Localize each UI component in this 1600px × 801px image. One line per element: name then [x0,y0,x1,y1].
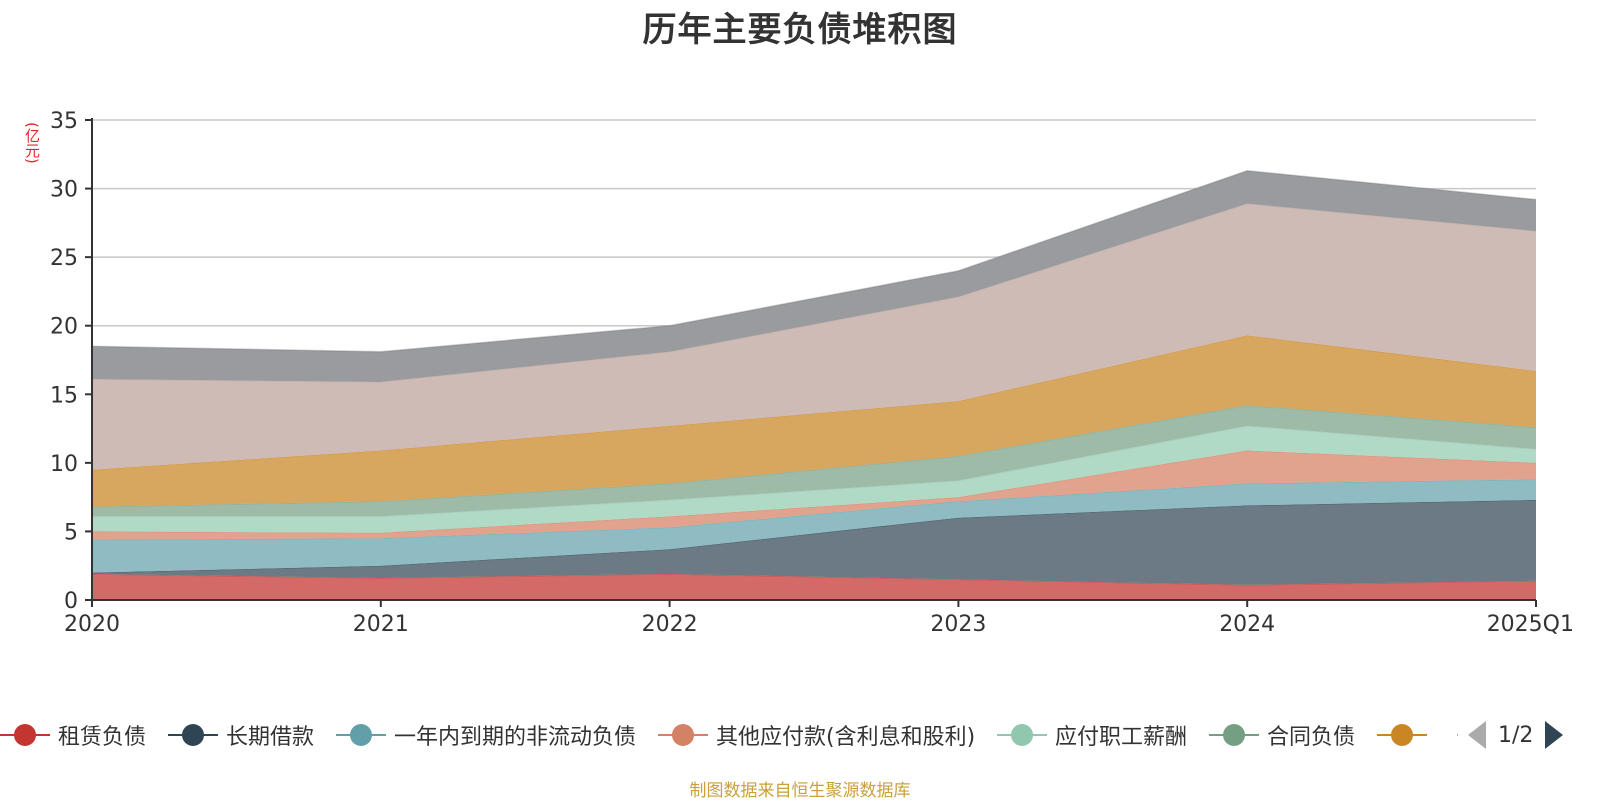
legend-marker-icon [336,720,386,750]
legend-label: 长期借款 [226,725,315,750]
area-series-4 [92,450,1536,540]
y-axis-ticks: 0 5 10 15 20 25 30 35 [50,109,92,614]
area-series-1 [92,573,1536,600]
legend-marker-icon [0,720,50,750]
legend-item[interactable] [1377,718,1435,752]
legend-label: 其他应付款(含利息和股利) [716,725,976,750]
y-tick-label: 10 [50,452,78,477]
legend-item[interactable]: 长期借款 [168,718,314,752]
y-tick-label: 20 [50,315,78,340]
legend-item[interactable]: 应付职工薪酬 [997,718,1187,752]
source-note: 制图数据来自恒生聚源数据库 [689,781,911,801]
chart-title: 历年主要负债堆积图 [642,10,958,50]
legend-item[interactable]: 租赁负债 [0,718,146,752]
x-tick-label: 2020 [64,612,120,637]
area-series-7 [92,335,1536,507]
legend-label: 应付职工薪酬 [1055,725,1188,750]
legend-next-page-icon[interactable] [1545,721,1564,749]
legend-marker-icon [1457,720,1458,750]
legend-marker-icon [658,720,708,750]
y-tick-label: 15 [50,383,78,408]
area-series-2 [92,499,1536,585]
legend-label: 租赁负债 [58,725,147,750]
x-tick-label: 2025Q1 [1487,612,1574,637]
x-tick-label: 2022 [642,612,698,637]
legend-marker-icon [1377,720,1427,750]
legend-label: 一年内到期的非流动负债 [394,725,637,750]
area-series-5 [92,425,1536,533]
area-series-edge-5 [92,425,1537,518]
area-series-6 [92,405,1536,517]
legend-pager: 1/2 [1468,718,1564,752]
area-series-8 [92,203,1536,470]
legend-items: 租赁负债 长期借款 一年内到期的非流动负债 其他应付款(含利息和股利) 应付职工薪酬 合同… [0,718,1458,752]
area-series-group [91,169,1537,600]
legend-marker-icon [997,720,1047,750]
legend: 租赁负债 长期借款 一年内到期的非流动负债 其他应付款(含利息和股利) 应付职工薪酬 合同… [0,718,1600,752]
y-tick-label: 25 [50,246,78,271]
x-tick-label: 2021 [353,612,409,637]
x-tick-label: 2024 [1219,612,1275,637]
y-axis-unit-label: (亿元) [23,122,41,164]
area-series-3 [92,479,1536,573]
y-tick-label: 0 [64,589,78,614]
legend-page-indicator: 1/2 [1498,722,1534,748]
legend-label: 合同负债 [1267,725,1356,750]
y-tick-label: 35 [50,109,78,134]
x-axis-ticks: 2020 2021 2022 2023 2024 2025Q1 [64,600,1574,637]
legend-prev-page-icon[interactable] [1468,721,1486,749]
y-tick-label: 5 [64,520,78,545]
y-tick-label: 30 [50,178,78,203]
legend-item[interactable]: 一年内到期的非流动负债 [336,718,636,752]
area-series-edge-9 [91,169,1537,353]
legend-item[interactable]: 合同负债 [1209,718,1355,752]
legend-item[interactable] [1457,718,1458,752]
area-series-9 [92,170,1536,382]
legend-item[interactable]: 其他应付款(含利息和股利) [658,718,975,752]
legend-marker-icon [168,720,218,750]
x-tick-label: 2023 [930,612,986,637]
legend-marker-icon [1209,720,1259,750]
